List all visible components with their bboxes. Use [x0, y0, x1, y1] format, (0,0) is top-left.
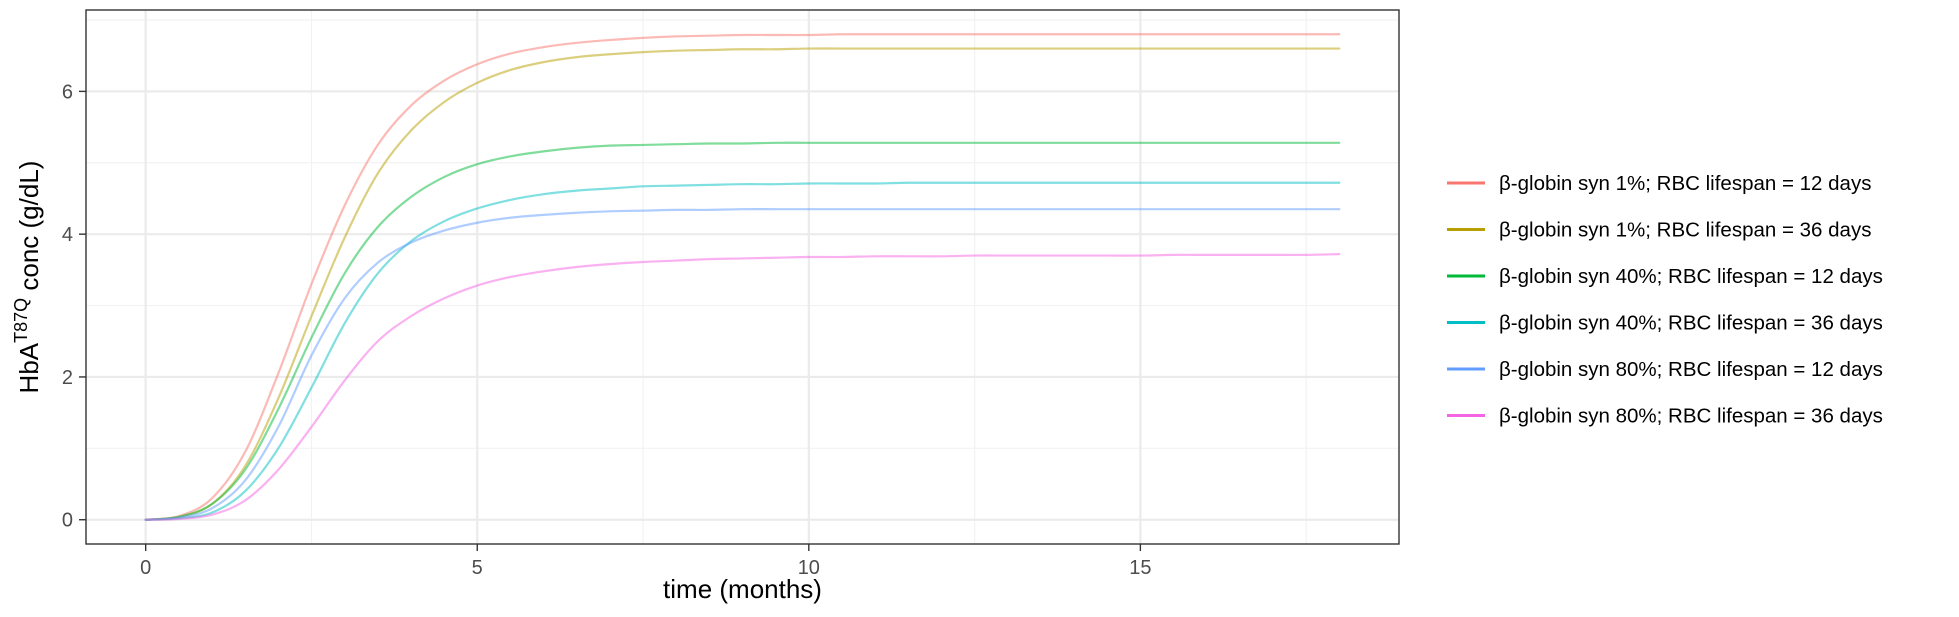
legend-label: β-globin syn 40%; RBC lifespan = 36 days	[1499, 312, 1883, 335]
legend-label: β-globin syn 1%; RBC lifespan = 36 days	[1499, 219, 1871, 242]
legend-label: β-globin syn 40%; RBC lifespan = 12 days	[1499, 265, 1883, 288]
grid-minor	[86, 10, 1399, 544]
series-line	[144, 33, 1341, 521]
y-tick-label: 6	[62, 81, 73, 103]
legend-item: β-globin syn 40%; RBC lifespan = 36 days	[1447, 312, 1883, 335]
legend-item: β-globin syn 40%; RBC lifespan = 12 days	[1447, 265, 1883, 288]
x-axis-title: time (months)	[663, 574, 822, 604]
x-tick-label: 0	[140, 557, 151, 579]
legend-label: β-globin syn 80%; RBC lifespan = 12 days	[1499, 358, 1883, 381]
series-line	[144, 141, 1341, 521]
legend-item: β-globin syn 80%; RBC lifespan = 36 days	[1447, 405, 1883, 428]
y-axis-title-superscript: T87Q	[11, 298, 31, 343]
plot-panel-background	[86, 10, 1399, 544]
y-tick-label: 4	[62, 224, 73, 246]
plot-panel-border	[85, 9, 1400, 545]
y-axis-title-suffix: conc (g/dL)	[14, 161, 44, 298]
series-line	[144, 47, 1341, 521]
series-line	[144, 253, 1341, 521]
y-tick-label: 2	[62, 367, 73, 389]
series-line	[144, 208, 1341, 521]
x-axis: 0 5 10 15	[140, 544, 1152, 579]
legend-item: β-globin syn 80%; RBC lifespan = 12 days	[1447, 358, 1883, 381]
y-axis-title-prefix: HbA	[14, 342, 44, 393]
y-axis: 0 2 4 6	[62, 81, 86, 532]
y-axis-title: HbAT87Q conc (g/dL)	[11, 161, 44, 394]
series-lines	[144, 33, 1341, 521]
x-tick-label: 10	[798, 557, 820, 579]
series-line	[144, 181, 1341, 521]
legend-label: β-globin syn 80%; RBC lifespan = 36 days	[1499, 405, 1883, 428]
x-tick-label: 5	[472, 557, 483, 579]
legend-item: β-globin syn 1%; RBC lifespan = 36 days	[1447, 219, 1871, 242]
x-tick-label: 15	[1129, 557, 1151, 579]
legend: β-globin syn 1%; RBC lifespan = 12 days β…	[1447, 172, 1883, 428]
legend-label: β-globin syn 1%; RBC lifespan = 12 days	[1499, 172, 1871, 195]
legend-item: β-globin syn 1%; RBC lifespan = 12 days	[1447, 172, 1871, 195]
grid-major	[86, 10, 1399, 544]
y-tick-label: 0	[62, 510, 73, 532]
